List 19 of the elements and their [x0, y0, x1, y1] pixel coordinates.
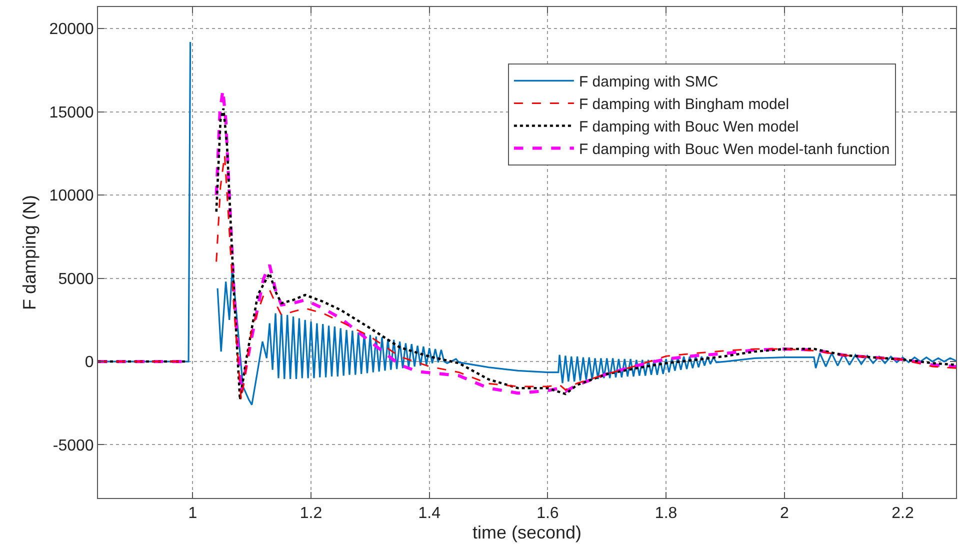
x-tick-label: 1.2: [300, 505, 322, 522]
y-tick-label: 10000: [49, 188, 94, 205]
y-tick-label: -5000: [52, 437, 94, 454]
x-tick-label: 1.6: [536, 505, 559, 522]
legend-label: F damping with Bouc Wen model-tanh function: [578, 141, 890, 158]
y-tick-label: 20000: [49, 21, 94, 38]
x-tick-label: 1.8: [654, 505, 678, 522]
x-axis-title: time (second): [472, 522, 582, 542]
x-tick-label: 2.2: [892, 505, 914, 522]
y-axis-title: F damping (N): [20, 194, 40, 310]
y-tick-label: 5000: [58, 270, 94, 288]
legend-label: F damping with SMC: [578, 74, 718, 91]
y-tick-label: 15000: [49, 104, 94, 122]
y-tick-label: 0: [84, 354, 94, 372]
x-tick-label: 1: [188, 505, 198, 522]
legend-label: F damping with Bouc Wen model: [578, 118, 799, 136]
legend-label: F damping with Bingham model: [578, 96, 790, 114]
x-tick-label: 2: [780, 505, 789, 522]
x-tick-label: 1.4: [418, 505, 441, 522]
